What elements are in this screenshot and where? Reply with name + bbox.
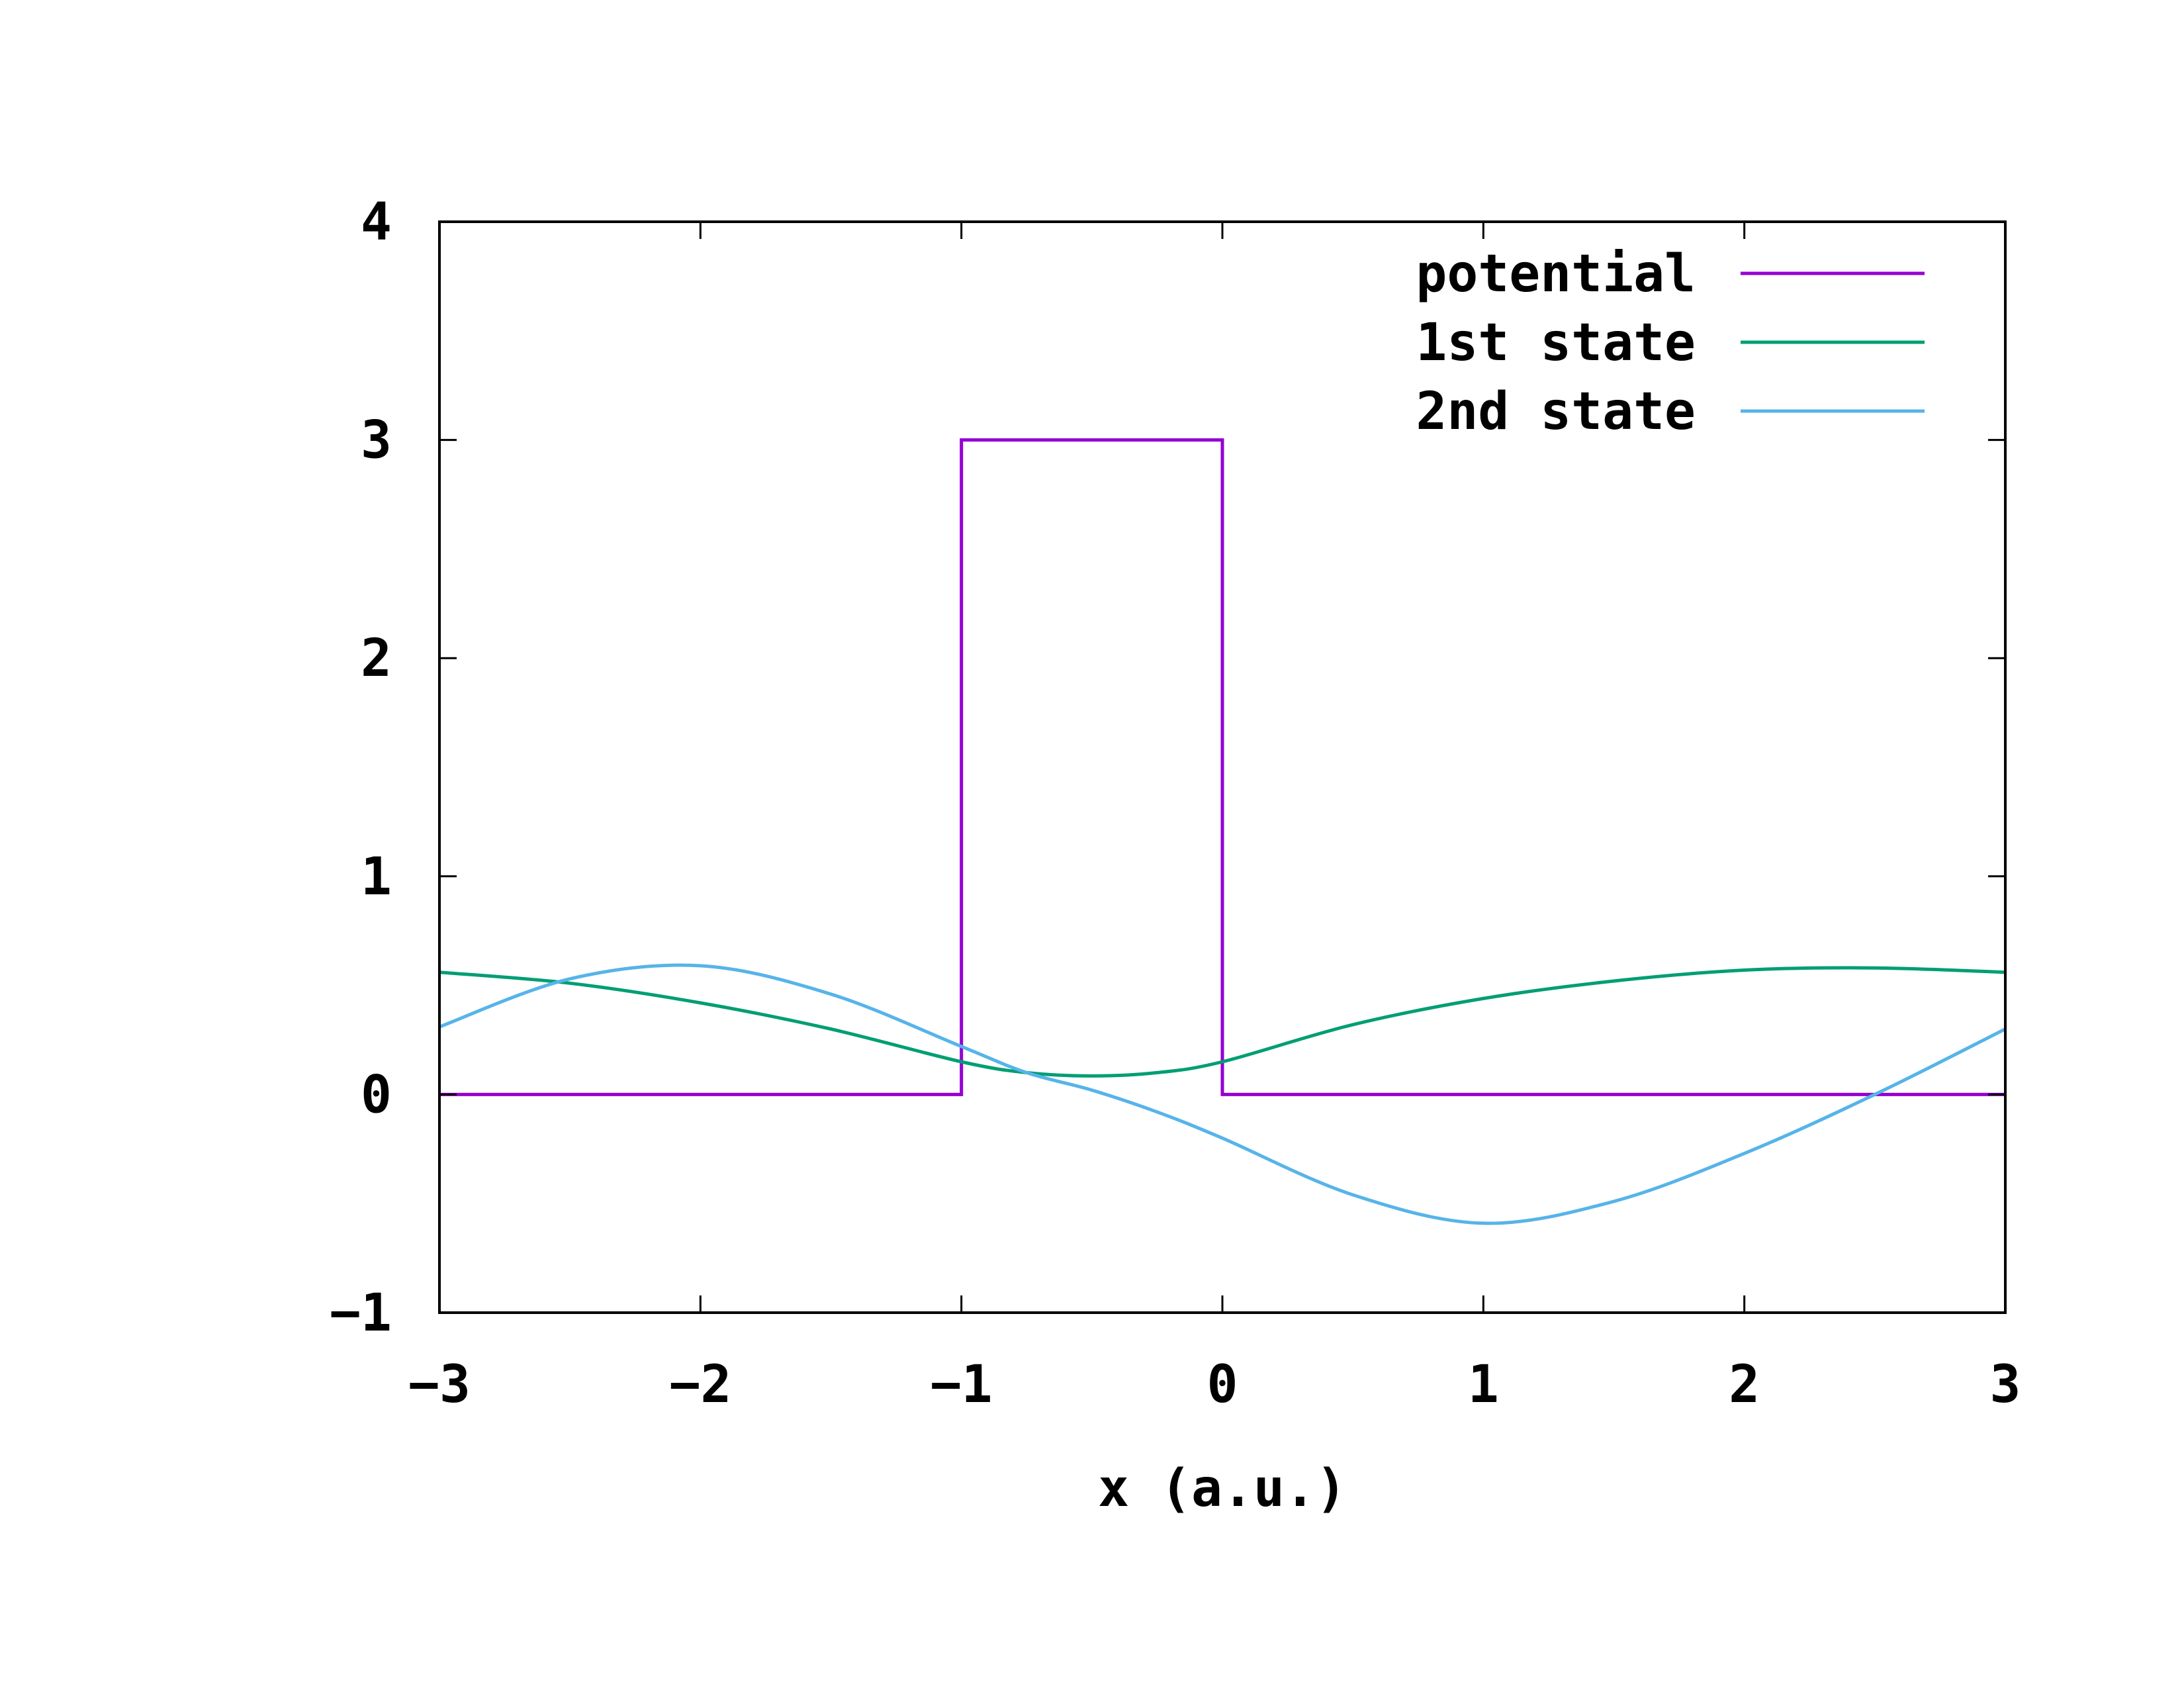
x-tick-label: 0 [1207, 1355, 1238, 1415]
axis-ticks [438, 220, 2007, 1314]
y-tick-label: 2 [361, 629, 392, 688]
x-tick-label: −2 [669, 1355, 731, 1415]
x-axis-label: x (a.u.) [1098, 1459, 1347, 1519]
x-tick-label: 3 [1990, 1355, 2021, 1415]
y-tick-label: 3 [361, 411, 392, 471]
series-line-2 [439, 966, 2006, 1078]
y-tick-label: 1 [361, 847, 392, 907]
x-tick-label: −3 [408, 1355, 471, 1415]
y-tick-label: 0 [361, 1065, 392, 1125]
x-tick-label: 2 [1729, 1355, 1760, 1415]
series-line-3 [439, 963, 2007, 1225]
y-tick-labels: −1 0 1 2 3 4 [330, 193, 392, 1343]
legend-label: 2nd state [1416, 382, 1696, 442]
legend-label: 1st state [1416, 313, 1696, 373]
legend: potential 1st state 2nd state [1416, 244, 1925, 442]
y-tick-label: −1 [330, 1284, 392, 1343]
y-tick-label: 4 [361, 193, 392, 252]
x-tick-labels: −3 −2 −1 0 1 2 3 [408, 1355, 2021, 1415]
plot-lines [439, 438, 2007, 1225]
series-line-1 [439, 438, 2005, 1096]
x-tick-label: 1 [1468, 1355, 1499, 1415]
legend-label: potential [1416, 244, 1696, 304]
x-tick-label: −1 [931, 1355, 993, 1415]
